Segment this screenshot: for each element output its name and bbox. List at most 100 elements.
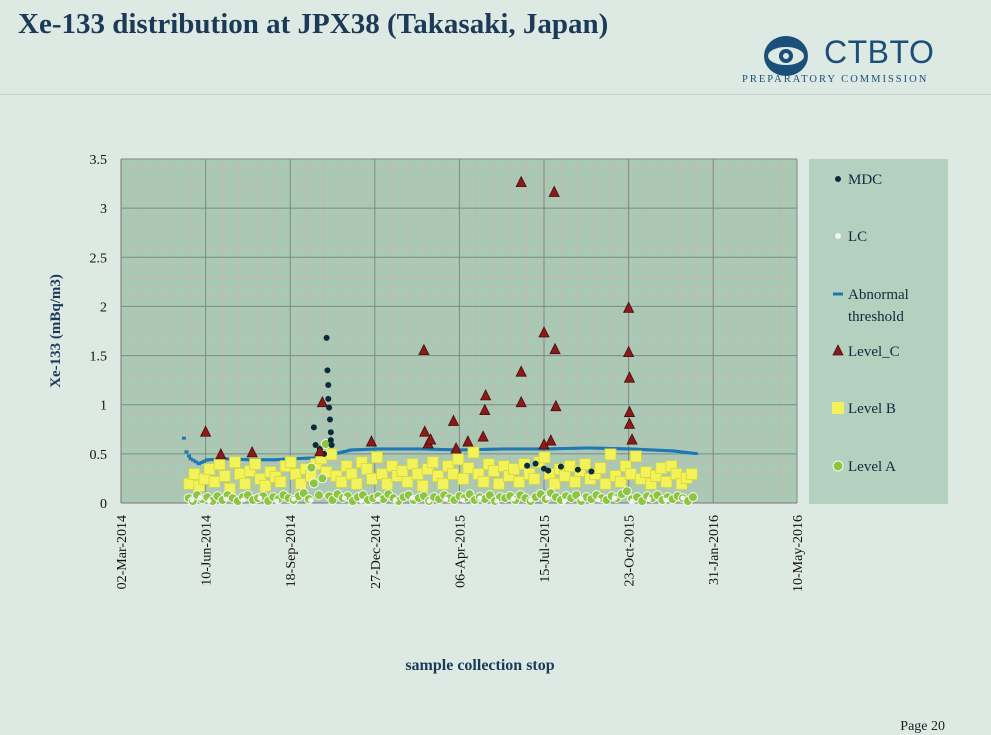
level-c-point (623, 417, 636, 429)
level-a-point (313, 490, 324, 501)
lc-point (629, 498, 635, 504)
level-b-point (401, 475, 414, 488)
level-b-point (188, 468, 201, 480)
level-c-point (515, 175, 527, 187)
level-b-point (426, 456, 439, 469)
level-b-point (411, 468, 424, 480)
level-b-point (452, 453, 465, 466)
x-tick-label: 18-Sep-2014 (284, 515, 299, 587)
level-b-point (594, 462, 607, 475)
level-b-point (350, 477, 363, 490)
level-b-point (234, 468, 246, 480)
mdc-point (545, 467, 552, 474)
legend-marker (832, 460, 844, 472)
x-tick-label: 06-Apr-2015 (453, 515, 468, 588)
lc-point (206, 498, 212, 504)
y-tick-label: 2.5 (90, 251, 108, 266)
legend-marker (832, 402, 844, 414)
page-number: Page 20 (900, 719, 945, 734)
level-c-point (515, 395, 527, 408)
header-divider (0, 94, 991, 95)
level-b-point (640, 466, 652, 478)
x-axis-title: sample collection stop (405, 657, 554, 674)
level-b-point (670, 468, 683, 480)
level-c-point (477, 430, 489, 442)
x-tick-label: 23-Oct-2015 (623, 515, 638, 587)
level-c-point (549, 342, 561, 355)
mdc-point (326, 416, 333, 423)
x-tick-label: 31-Jan-2016 (707, 515, 722, 585)
level-b-point (213, 458, 226, 471)
level-c-point (626, 433, 638, 445)
slide-title: Xe-133 distribution at JPX38 (Takasaki, … (18, 8, 609, 40)
level-b-point (203, 463, 216, 476)
level-b-point (498, 460, 510, 473)
mdc-point (323, 334, 330, 341)
level-b-point (294, 477, 307, 490)
level-c-point (515, 365, 527, 377)
legend-marker (832, 344, 844, 356)
level-b-point (513, 475, 526, 488)
lc-point (341, 495, 347, 501)
lc-point (460, 497, 466, 503)
level-b-point (492, 477, 505, 490)
lc-point (663, 497, 669, 503)
legend-marker (835, 176, 841, 182)
level-c-point (419, 425, 431, 437)
lc-point (578, 496, 584, 502)
ctbto-logo: CTBTO PREPARATORY COMMISSION (742, 34, 942, 90)
legend-marker (835, 233, 841, 239)
y-tick-label: 3.5 (90, 153, 108, 168)
y-tick-label: 0 (100, 497, 107, 512)
level-b-point (564, 460, 576, 473)
mdc-point (328, 442, 335, 449)
lc-point (544, 495, 550, 501)
lc-point (198, 495, 204, 501)
y-tick-label: 1.5 (90, 350, 108, 365)
legend-label: Level A (848, 459, 896, 475)
level-b-point (685, 468, 698, 480)
lc-point (291, 496, 297, 502)
y-axis-title: Xe-133 (mBq/m3) (48, 274, 64, 388)
level-c-point (418, 343, 430, 356)
x-tick-label: 27-Dec-2014 (369, 515, 384, 589)
level-c-point (425, 433, 437, 445)
mdc-point (588, 468, 595, 475)
level-a-point (306, 462, 317, 473)
logo-subtitle: PREPARATORY COMMISSION (742, 74, 929, 85)
level-c-point (246, 445, 258, 458)
level-b-point (366, 473, 378, 485)
logo-name: CTBTO (824, 34, 935, 70)
level-c-point (365, 435, 378, 447)
level-b-point (360, 463, 373, 476)
level-c-point (623, 405, 636, 417)
level-b-point (406, 458, 419, 471)
lc-point (189, 497, 195, 503)
level-b-point (416, 479, 429, 492)
level-b-point (289, 468, 302, 480)
level-c-point (622, 301, 635, 313)
level-b-point (579, 458, 592, 471)
y-tick-label: 1 (100, 399, 107, 414)
level-b-point (508, 463, 520, 476)
level-c-point (215, 447, 227, 460)
level-c-point (550, 399, 562, 412)
level-b-point (381, 477, 394, 490)
mdc-point (325, 382, 332, 389)
legend-label: threshold (848, 309, 904, 325)
level-b-point (228, 456, 241, 469)
lc-point (240, 497, 246, 503)
level-b-point (487, 465, 500, 477)
lc-point (561, 498, 567, 504)
level-b-point (655, 462, 668, 475)
level-b-point (259, 479, 272, 492)
level-c-point (447, 414, 460, 426)
lc-point (375, 496, 381, 502)
lc-point (274, 498, 280, 504)
level-b-point (660, 475, 673, 488)
level-b-point (569, 475, 581, 488)
level-c-point (462, 435, 474, 447)
level-b-point (345, 468, 358, 480)
lc-point (308, 497, 314, 503)
mdc-point (312, 442, 319, 449)
